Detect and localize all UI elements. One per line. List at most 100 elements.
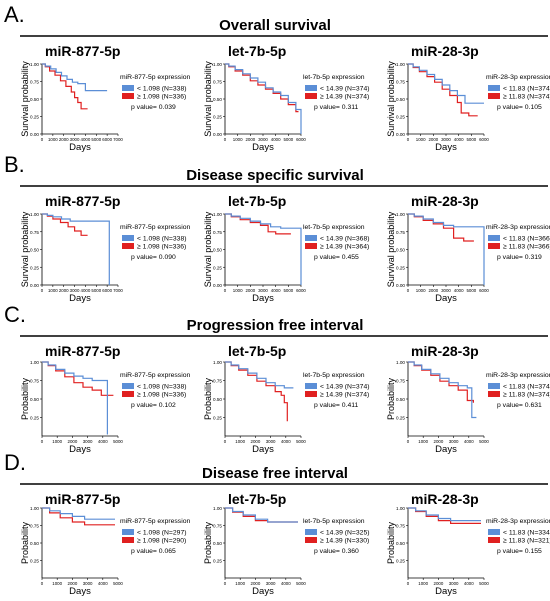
x-tick-label: 1000 [416,288,426,293]
y-axis-label: Probability [386,377,396,420]
x-tick-label: 0 [407,137,410,142]
legend-swatch-low [488,85,500,91]
x-tick-label: 3000 [83,581,93,586]
p-value: p value= 0.411 [314,402,358,409]
x-tick-label: 5000 [466,137,476,142]
legend-label: < 11.83 (N=366) [503,236,550,243]
legend-label: ≥ 11.83 (N=374) [503,392,550,399]
p-value: p value= 0.155 [497,548,542,555]
chart-title: miR-877-5p [45,343,120,359]
x-tick-label: 0 [41,137,44,142]
x-tick-label: 3000 [441,288,451,293]
y-tick-label: 0.00 [30,132,39,137]
x-tick-label: 1000 [418,581,428,586]
y-tick-label: 0.75 [30,80,39,85]
y-tick-label: 1.00 [396,212,405,217]
y-tick-label: 0.50 [30,97,39,102]
y-tick-label: 0.50 [396,97,405,102]
x-tick-label: 0 [224,439,227,444]
x-axis-label: Days [69,293,91,304]
x-tick-label: 2000 [428,288,438,293]
legend-label: ≥ 14.39 (N=364) [320,244,369,251]
y-tick-label: 0.75 [396,379,405,384]
legend-label: < 14.39 (N=374) [320,384,370,391]
x-axis-label: Days [252,293,274,304]
chart-title: miR-877-5p [45,193,120,209]
legend-label: < 14.39 (N=368) [320,236,370,243]
x-tick-label: 7000 [113,137,123,142]
y-tick-label: 0.25 [30,559,39,564]
km-curve-high [42,507,115,526]
legend-label: < 11.83 (N=334) [503,530,550,537]
p-value: p value= 0.090 [131,254,176,261]
x-tick-label: 2000 [428,137,438,142]
km-curve-high [408,213,474,242]
panel-letter: A. [4,2,25,27]
panel-letter: C. [4,302,26,327]
y-axis-label: Probability [386,521,396,564]
x-tick-label: 5000 [91,137,101,142]
x-tick-label: 2000 [434,581,444,586]
km-curve-low [225,361,294,389]
legend-swatch-low [488,529,500,535]
y-axis-label: Survival probability [203,211,213,287]
legend-swatch-low [305,235,317,241]
x-tick-label: 1000 [48,137,58,142]
km-curve-high [42,361,114,396]
x-tick-label: 3000 [258,137,268,142]
y-tick-label: 0.25 [396,559,405,564]
x-tick-label: 6000 [102,288,112,293]
chart-title: miR-877-5p [45,43,120,59]
y-tick-label: 0.75 [30,230,39,235]
x-tick-label: 1000 [235,439,245,444]
legend-swatch-high [488,537,500,543]
legend-label: < 1.098 (N=338) [137,236,187,243]
x-tick-label: 3000 [266,439,276,444]
km-curve-low [225,213,302,285]
legend-swatch-high [122,537,134,543]
legend-swatch-high [122,93,134,99]
x-axis-label: Days [252,586,274,597]
x-tick-label: 2000 [245,288,255,293]
x-tick-label: 4000 [271,137,281,142]
legend-title: let-7b-5p expression [303,224,365,231]
x-tick-label: 0 [41,581,44,586]
x-tick-label: 2000 [68,439,78,444]
legend-swatch-low [305,383,317,389]
legend-swatch-high [122,243,134,249]
y-tick-label: 0.25 [213,115,222,120]
y-tick-label: 1.00 [213,212,222,217]
y-axis-label: Probability [203,377,213,420]
legend-label: ≥ 14.39 (N=374) [320,94,369,101]
y-tick-label: 1.00 [213,506,222,511]
km-curve-low [408,63,484,104]
chart-title: miR-28-3p [411,491,479,507]
x-tick-label: 1000 [233,288,243,293]
legend-label: < 1.098 (N=338) [137,384,187,391]
x-tick-label: 4000 [81,137,91,142]
x-tick-label: 5000 [479,439,489,444]
y-tick-label: 0.50 [213,397,222,402]
km-curve-low [42,507,115,520]
legend-swatch-low [122,529,134,535]
x-tick-label: 2000 [251,439,261,444]
legend-label: ≥ 1.098 (N=290) [137,538,186,545]
y-tick-label: 0.50 [213,97,222,102]
x-tick-label: 6000 [102,137,112,142]
x-axis-label: Days [435,142,457,153]
legend-label: ≥ 1.098 (N=336) [137,392,186,399]
y-tick-label: 0.75 [396,80,405,85]
legend-swatch-high [305,243,317,249]
x-tick-label: 4000 [464,439,474,444]
x-tick-label: 0 [407,439,410,444]
x-axis-label: Days [252,444,274,455]
x-tick-label: 0 [41,439,44,444]
y-tick-label: 0.00 [30,283,39,288]
legend-label: < 14.39 (N=374) [320,86,370,93]
km-curve-high [42,213,88,236]
km-curve-low [408,213,485,285]
legend-label: < 1.098 (N=297) [137,530,187,537]
km-curve-high [408,63,478,117]
legend-title: miR-28-3p expression [486,518,550,525]
p-value: p value= 0.311 [314,104,358,111]
